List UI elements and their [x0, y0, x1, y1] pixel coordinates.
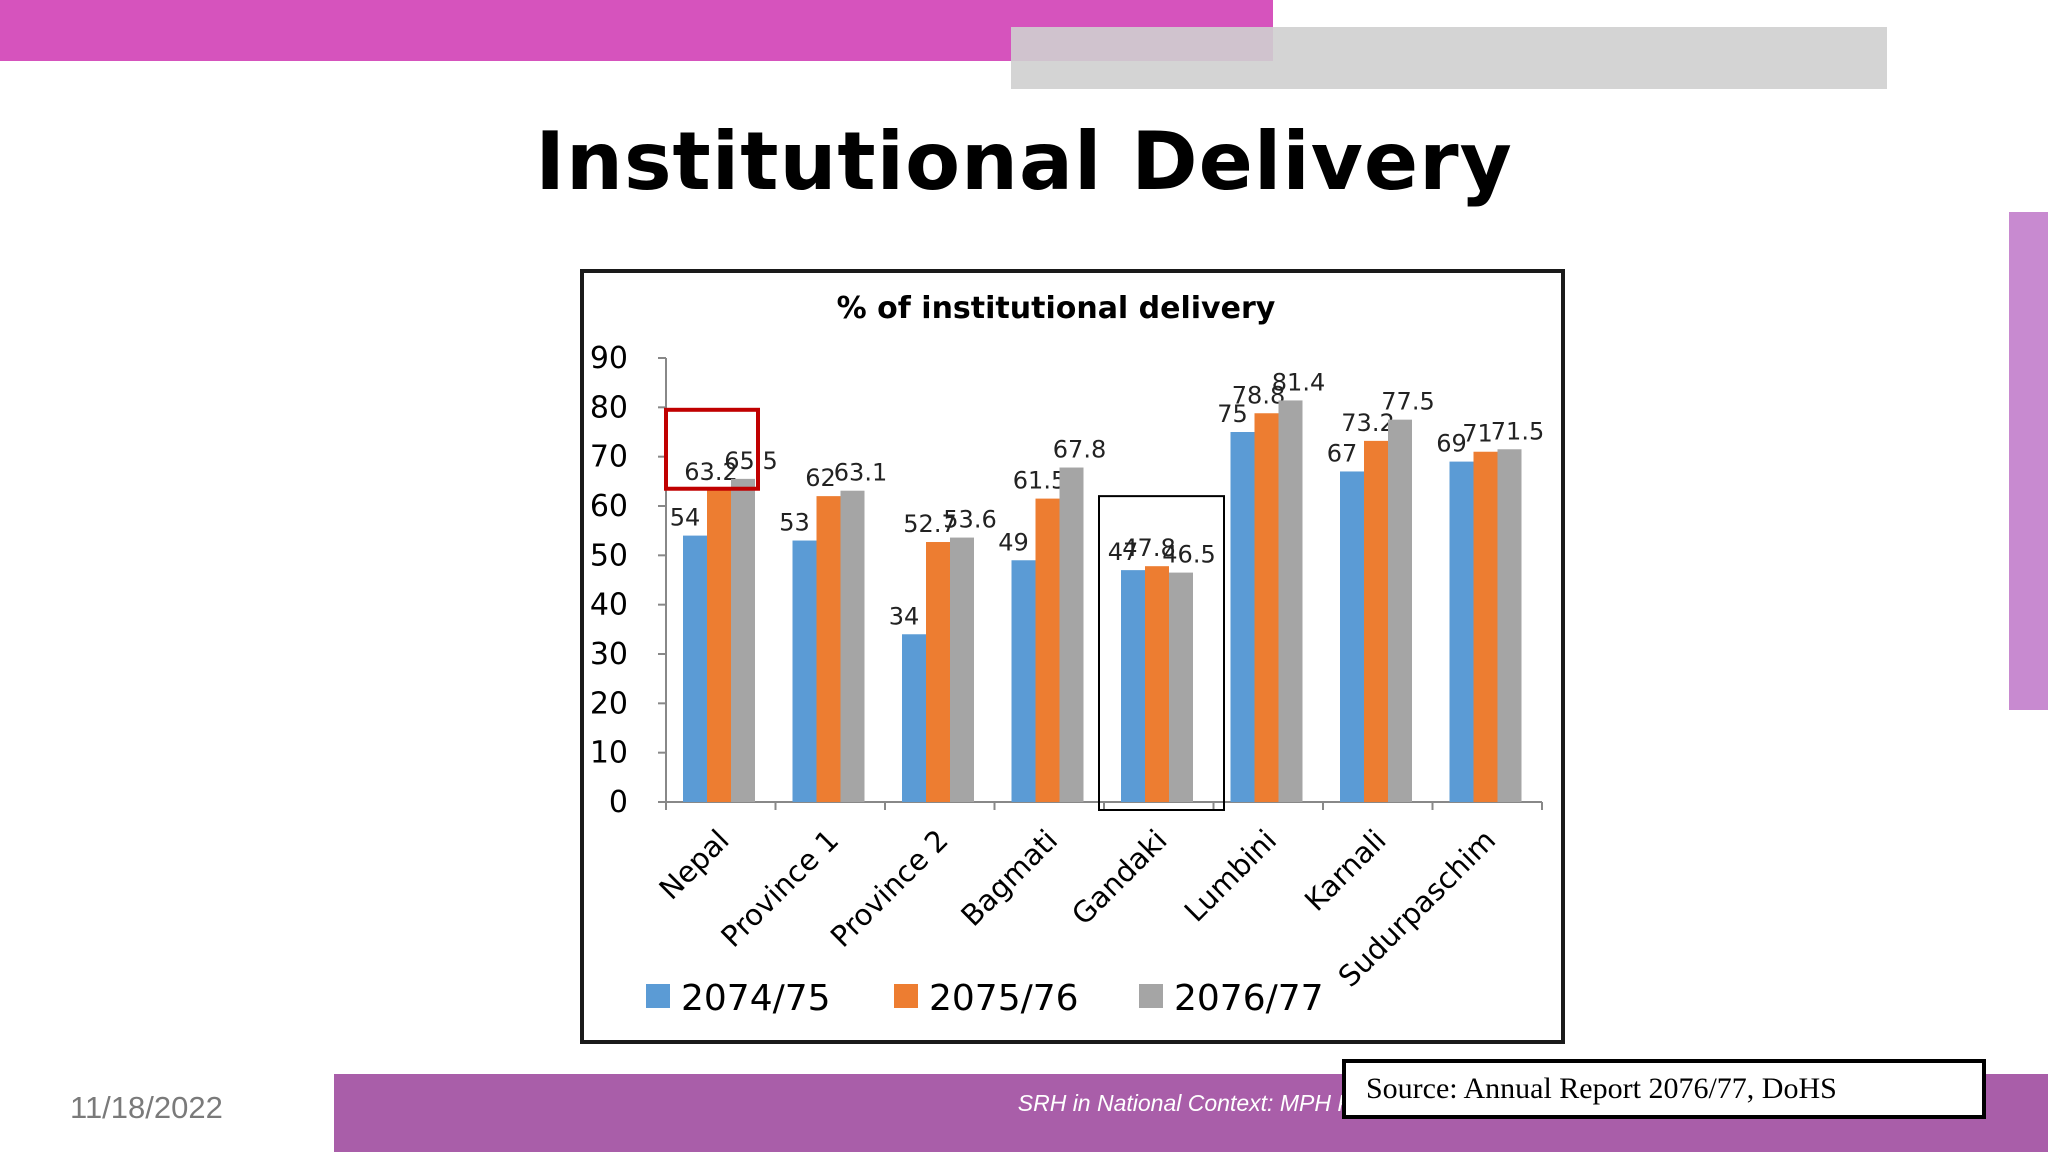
data-label: 77.5	[1381, 388, 1434, 416]
data-label: 71.5	[1491, 417, 1544, 445]
data-label: 53	[779, 509, 810, 537]
bar	[926, 542, 950, 802]
data-label: 47.8	[1122, 534, 1175, 562]
footer-text: SRH in National Context: MPH PAHS	[1017, 1090, 1399, 1116]
bar	[1230, 432, 1255, 802]
category-label: Karnali	[1298, 823, 1393, 918]
data-label: 69	[1436, 430, 1467, 458]
source-box	[1342, 1059, 1986, 1119]
category-label: Province 2	[824, 823, 955, 954]
y-tick-label: 30	[590, 637, 628, 672]
data-label: 49	[998, 528, 1029, 556]
data-label: 34	[889, 602, 920, 630]
top-gray-bar	[1011, 27, 1887, 89]
data-label: 67	[1327, 439, 1358, 467]
data-label: 47	[1108, 538, 1139, 566]
category-label: Gandaki	[1065, 823, 1174, 932]
data-label: 81.4	[1272, 368, 1325, 396]
data-label: 62	[805, 464, 836, 492]
category-label: Lumbini	[1178, 823, 1283, 928]
y-tick-label: 20	[590, 686, 628, 721]
bar	[840, 490, 865, 802]
right-side-bar	[2009, 212, 2048, 710]
category-label: Nepal	[652, 823, 735, 906]
bar	[1497, 449, 1522, 802]
y-tick-label: 10	[590, 736, 628, 771]
data-label: 67.8	[1053, 436, 1106, 464]
data-label: 63.2	[684, 458, 737, 486]
bar	[1364, 440, 1388, 802]
category-label: Bagmati	[954, 823, 1064, 933]
data-label: 61.5	[1013, 467, 1066, 495]
legend-swatch	[894, 984, 918, 1008]
bar	[816, 496, 841, 802]
bar	[1169, 572, 1193, 802]
bar	[792, 540, 817, 802]
highlight-box-gandaki	[1098, 495, 1225, 811]
y-tick-label: 60	[590, 489, 628, 524]
bar	[1035, 498, 1060, 802]
y-tick-label: 50	[590, 538, 628, 573]
source-text: Source: Annual Report 2076/77, DoHS	[1366, 1072, 1837, 1105]
data-label: 65.5	[724, 447, 777, 475]
y-tick-label: 0	[609, 785, 628, 820]
y-tick-label: 70	[590, 440, 628, 475]
data-label: 75	[1217, 400, 1248, 428]
legend-label: 2074/75	[681, 978, 831, 1019]
bar	[950, 537, 974, 802]
data-label: 54	[670, 504, 701, 532]
bar	[1388, 419, 1412, 802]
data-label: 53.6	[943, 506, 996, 534]
bar	[683, 535, 707, 802]
bar	[1121, 570, 1145, 802]
bar	[1278, 400, 1303, 802]
bar	[707, 490, 731, 802]
bar	[1145, 566, 1169, 802]
data-label: 78.8	[1232, 381, 1285, 409]
highlight-box-nepal	[664, 407, 760, 491]
legend-swatch	[646, 984, 670, 1008]
bar	[1473, 451, 1498, 802]
bar	[1254, 413, 1279, 802]
data-label: 71	[1462, 420, 1493, 448]
legend-label: 2075/76	[929, 978, 1079, 1019]
y-tick-label: 90	[590, 341, 628, 376]
bar	[1011, 560, 1036, 802]
slide-title: Institutional Delivery	[535, 115, 1513, 208]
bar	[1340, 471, 1364, 802]
bar	[1059, 467, 1084, 802]
slide-date: 11/18/2022	[70, 1090, 223, 1125]
data-label: 63.1	[834, 459, 887, 487]
data-label: 73.2	[1341, 409, 1394, 437]
bar	[902, 634, 926, 802]
legend-label: 2076/77	[1174, 978, 1324, 1019]
y-tick-label: 80	[590, 390, 628, 425]
bar-chart: % of institutional delivery 0 10 20 30 40 50 60…	[590, 291, 1544, 1019]
category-label: Province 1	[714, 823, 845, 954]
y-tick-label: 40	[590, 588, 628, 623]
chart-title: % of institutional delivery	[837, 291, 1276, 326]
bar	[731, 478, 755, 802]
legend-swatch	[1139, 984, 1163, 1008]
data-label: 46.5	[1162, 541, 1215, 569]
bar	[1449, 461, 1474, 802]
data-label: 52.7	[903, 510, 956, 538]
